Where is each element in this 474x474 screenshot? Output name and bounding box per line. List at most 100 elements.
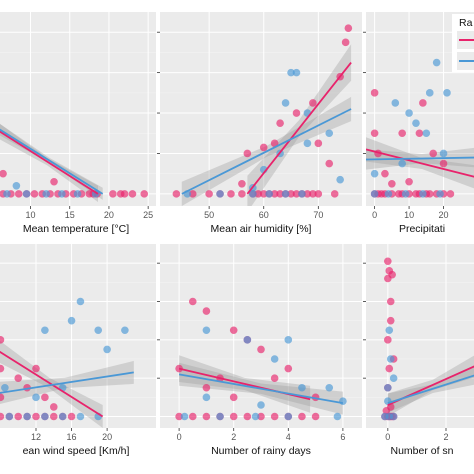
data-point-red: [303, 190, 312, 198]
x-tick-label: 60: [259, 210, 269, 220]
panel-plot-area: [366, 244, 474, 428]
data-point-red: [243, 149, 252, 158]
fit-line-blue: [0, 371, 134, 394]
data-point-red: [381, 169, 389, 178]
fit-line-red: [0, 130, 99, 195]
x-axis-label: Number of sn: [390, 445, 453, 457]
data-point-red: [386, 297, 395, 306]
x-tick-label: 70: [313, 210, 323, 220]
data-point-red: [120, 190, 129, 198]
data-point-red: [287, 190, 295, 198]
data-point-red: [370, 129, 379, 138]
data-point-red: [309, 190, 317, 198]
data-point-red: [341, 38, 350, 47]
data-point-red: [270, 190, 279, 198]
x-tick-label: 0: [177, 432, 182, 442]
fit-line-red: [246, 61, 352, 195]
data-point-blue: [439, 149, 448, 158]
x-tick-label: 16: [67, 432, 77, 442]
data-point-blue: [67, 316, 76, 325]
data-point-red: [238, 179, 246, 188]
data-point-red: [175, 412, 183, 421]
data-point-red: [0, 364, 5, 373]
data-point-blue: [292, 68, 301, 77]
data-point-blue: [432, 58, 441, 67]
data-point-blue: [386, 355, 395, 363]
fit-line-blue: [0, 128, 104, 195]
data-point-red: [429, 149, 438, 158]
fit-line-red: [366, 148, 474, 178]
data-point-red: [292, 109, 301, 117]
data-point-blue: [202, 326, 211, 335]
panel-background: [366, 244, 474, 428]
data-point-red: [257, 412, 265, 421]
data-point-red: [419, 99, 427, 107]
data-point-blue: [202, 393, 211, 402]
data-point-red: [385, 364, 394, 373]
fit-line-blue: [387, 374, 474, 404]
panel-4: 12 16 20 ean wind speed [Km/h]: [0, 244, 156, 457]
data-point-blue: [325, 383, 334, 392]
x-tick-label: 10: [404, 210, 414, 220]
data-point-red: [0, 336, 5, 344]
data-point-blue: [370, 169, 379, 178]
data-point-blue: [94, 326, 103, 335]
confidence-band-red: [247, 44, 352, 206]
data-point-red: [238, 190, 246, 198]
x-tick-label: 25: [143, 210, 153, 220]
x-axis-label: Mean temperature [°C]: [23, 223, 129, 235]
panel-5: 0 2 4 6 Number of rainy days: [157, 244, 362, 457]
data-point-blue: [281, 190, 290, 198]
data-point-red: [270, 412, 279, 421]
data-point-blue: [425, 89, 434, 97]
x-tick-label: 2: [231, 432, 236, 442]
data-point-red: [128, 190, 137, 198]
data-point-red: [229, 393, 238, 402]
x-tick-label: 0: [372, 210, 377, 220]
data-point-blue: [325, 129, 334, 138]
data-point-red: [384, 336, 392, 344]
data-point-blue: [243, 336, 252, 344]
x-tick-label: 4: [286, 432, 291, 442]
data-point-red: [14, 190, 23, 198]
data-point-blue: [419, 190, 427, 198]
data-point-blue: [216, 190, 224, 198]
data-point-red: [188, 297, 197, 306]
data-point-red: [259, 190, 268, 198]
data-point-red: [398, 129, 406, 138]
data-point-red: [0, 412, 5, 421]
data-point-blue: [23, 412, 31, 421]
panel-plot-area: [160, 244, 362, 428]
x-tick-label: 10: [26, 210, 36, 220]
data-point-blue: [401, 190, 410, 198]
data-point-red: [311, 412, 320, 421]
data-point-red: [172, 190, 181, 198]
data-point-red: [330, 190, 339, 198]
data-point-blue: [284, 412, 293, 421]
x-tick-label: 0: [385, 432, 390, 442]
data-point-blue: [389, 412, 398, 421]
x-tick-label: 20: [102, 432, 112, 442]
data-point-red: [0, 393, 5, 402]
data-point-blue: [436, 190, 444, 198]
data-point-blue: [339, 397, 347, 405]
data-point-red: [229, 326, 238, 335]
data-point-blue: [385, 326, 394, 335]
data-point-red: [14, 412, 23, 421]
data-point-blue: [298, 383, 306, 392]
data-point-red: [229, 412, 238, 421]
fit-line-red: [0, 350, 104, 418]
data-point-blue: [58, 190, 66, 198]
data-point-red: [405, 177, 413, 186]
data-point-red: [49, 412, 58, 421]
x-tick-label: 12: [31, 432, 41, 442]
data-point-red: [254, 190, 263, 198]
x-tick-label: 2: [443, 432, 448, 442]
data-point-blue: [370, 190, 379, 198]
data-point-blue: [333, 412, 342, 421]
data-point-red: [202, 383, 211, 392]
data-point-red: [67, 412, 76, 421]
data-point-blue: [412, 119, 420, 127]
panel-plot-area: [366, 12, 474, 206]
data-point-red: [41, 393, 49, 402]
